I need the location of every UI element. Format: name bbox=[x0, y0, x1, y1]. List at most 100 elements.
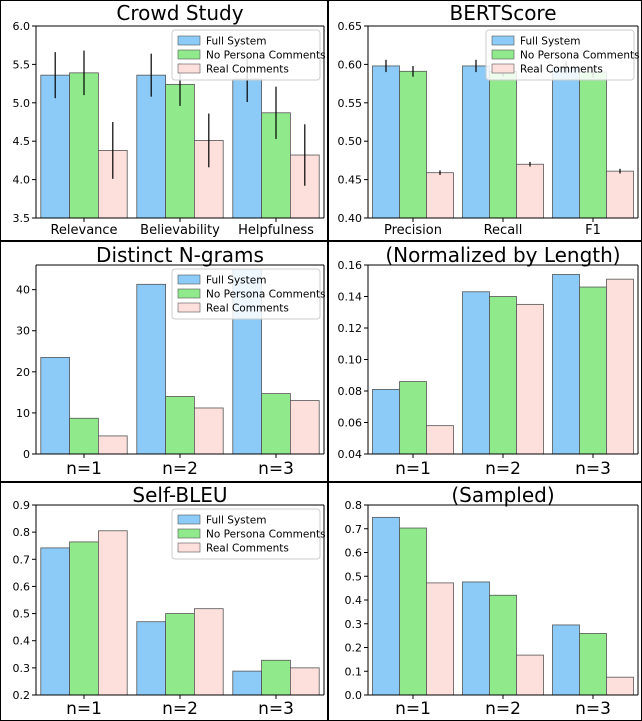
y-tick-label: 0.3 bbox=[13, 662, 31, 675]
legend-swatch-3 bbox=[177, 302, 201, 313]
y-tick-label: 0.5 bbox=[13, 608, 31, 621]
y-tick-label: 0.2 bbox=[345, 642, 363, 655]
legend: Full System No Persona Comments Real Comme… bbox=[485, 29, 640, 81]
x-tick-label: n=3 bbox=[575, 459, 611, 479]
bar-1-3 bbox=[232, 670, 263, 696]
y-tick-label: 40 bbox=[16, 284, 30, 297]
x-tick-label: Helpfulness bbox=[238, 223, 314, 238]
x-tick-label: n=2 bbox=[162, 699, 198, 719]
legend-label-3: Real Comments bbox=[520, 64, 603, 76]
bar-2-3 bbox=[579, 633, 607, 696]
bar-2-2 bbox=[165, 613, 195, 696]
y-tick-label: 4.0 bbox=[13, 174, 31, 187]
bar-3-1 bbox=[426, 582, 454, 696]
bar-3-3 bbox=[289, 400, 320, 455]
chart-5: Self-BLEU 0.2 0.3 0.4 0.5 0.6 0.7 0.8 0.9 n=1 n=2 n… bbox=[13, 483, 326, 719]
y-tick-label: 0.45 bbox=[338, 174, 363, 187]
legend-swatch-1 bbox=[177, 514, 201, 525]
bar-1-2 bbox=[136, 621, 167, 696]
bar-3-3 bbox=[606, 170, 634, 219]
y-tick-label: 3.5 bbox=[13, 212, 31, 225]
y-tick-label: 0.6 bbox=[13, 580, 31, 593]
legend-box bbox=[171, 268, 321, 320]
y-tick-label: 0.4 bbox=[345, 594, 363, 607]
chart-4: (Normalized by Length) 0.04 0.06 0.08 0.10 0.… bbox=[338, 243, 639, 479]
legend-label-3: Real Comments bbox=[206, 543, 289, 555]
legend-box bbox=[171, 29, 321, 81]
y-tick-label: 0.2 bbox=[13, 689, 31, 702]
y-tick-label: 0.5 bbox=[345, 570, 363, 583]
y-tick-label: 0.0 bbox=[345, 689, 363, 702]
y-tick-label: 0.3 bbox=[345, 618, 363, 631]
y-tick-label: 0.8 bbox=[345, 499, 363, 512]
legend-swatch-2 bbox=[177, 528, 201, 539]
legend-swatch-1 bbox=[491, 35, 515, 46]
y-tick-label: 0.04 bbox=[338, 448, 363, 461]
bar-3-1 bbox=[426, 172, 454, 219]
y-tick-label: 0.16 bbox=[338, 259, 363, 272]
panel-frame-3 bbox=[0, 241, 328, 482]
chart-6: (Sampled) 0.0 0.1 0.2 0.3 0.4 0.5 0.6 0.7 0.8 n=1 n… bbox=[345, 483, 639, 719]
bar-3-2 bbox=[193, 608, 224, 696]
chart-title: BERTScore bbox=[449, 1, 556, 25]
bar-2-2 bbox=[489, 296, 517, 455]
legend-label-3: Real Comments bbox=[206, 303, 289, 315]
bar-1-1 bbox=[372, 516, 400, 696]
legend-swatch-3 bbox=[177, 63, 201, 74]
bar-3-1 bbox=[426, 425, 454, 455]
legend: Full System No Persona Comments Real Comme… bbox=[171, 268, 326, 320]
bar-1-1 bbox=[372, 65, 400, 219]
legend-label-2: No Persona Comments bbox=[206, 289, 326, 301]
y-tick-label: 20 bbox=[16, 366, 30, 379]
x-tick-label: Relevance bbox=[50, 223, 117, 238]
y-tick-label: 0.10 bbox=[338, 354, 363, 367]
chart-title: (Sampled) bbox=[451, 483, 554, 507]
bar-1-1 bbox=[40, 74, 70, 219]
y-tick-label: 0.7 bbox=[13, 553, 31, 566]
legend-swatch-3 bbox=[491, 63, 515, 74]
x-tick-label: n=1 bbox=[395, 699, 431, 719]
x-tick-label: n=3 bbox=[258, 699, 294, 719]
bar-3-3 bbox=[606, 676, 634, 696]
x-tick-label: n=3 bbox=[575, 699, 611, 719]
x-tick-label: n=3 bbox=[258, 459, 294, 479]
legend-box bbox=[171, 508, 321, 560]
bar-3-2 bbox=[516, 303, 544, 455]
legend-swatch-1 bbox=[177, 35, 201, 46]
legend-label-1: Full System bbox=[206, 275, 266, 287]
x-tick-label: Recall bbox=[484, 223, 523, 238]
y-tick-label: 0.14 bbox=[338, 291, 363, 304]
legend-label-1: Full System bbox=[206, 515, 266, 527]
bar-1-1 bbox=[40, 357, 70, 455]
x-tick-label: n=2 bbox=[485, 459, 521, 479]
bar-2-1 bbox=[399, 70, 427, 219]
panel-frame-1 bbox=[0, 0, 328, 241]
bar-1-3 bbox=[552, 67, 580, 219]
chart-title: Self-BLEU bbox=[132, 483, 227, 507]
y-tick-label: 10 bbox=[16, 407, 30, 420]
y-tick-label: 0.9 bbox=[13, 499, 31, 512]
chart-3: Distinct N-grams 0 10 20 30 40 n=1 n=2 n=3 Full S… bbox=[16, 243, 326, 479]
x-tick-label: Precision bbox=[384, 223, 442, 238]
legend-box bbox=[485, 29, 635, 81]
bar-3-3 bbox=[289, 667, 320, 696]
x-tick-label: n=1 bbox=[66, 459, 102, 479]
y-tick-label: 0.4 bbox=[13, 635, 31, 648]
legend-swatch-2 bbox=[177, 49, 201, 60]
bar-1-3 bbox=[552, 274, 580, 455]
y-tick-label: 0.08 bbox=[338, 385, 363, 398]
legend-label-3: Real Comments bbox=[206, 64, 289, 76]
legend-label-2: No Persona Comments bbox=[206, 529, 326, 541]
bar-2-1 bbox=[399, 527, 427, 696]
y-tick-label: 0.60 bbox=[338, 58, 363, 71]
y-tick-label: 0.8 bbox=[13, 526, 31, 539]
bar-2-1 bbox=[69, 72, 99, 219]
chart-title: (Normalized by Length) bbox=[385, 243, 620, 267]
bar-1-2 bbox=[462, 291, 490, 455]
bar-2-3 bbox=[579, 286, 607, 455]
y-tick-label: 5.0 bbox=[13, 97, 31, 110]
bar-2-1 bbox=[69, 541, 99, 696]
bar-1-2 bbox=[462, 581, 490, 696]
legend: Full System No Persona Comments Real Comme… bbox=[171, 508, 326, 560]
bar-3-3 bbox=[606, 278, 634, 455]
